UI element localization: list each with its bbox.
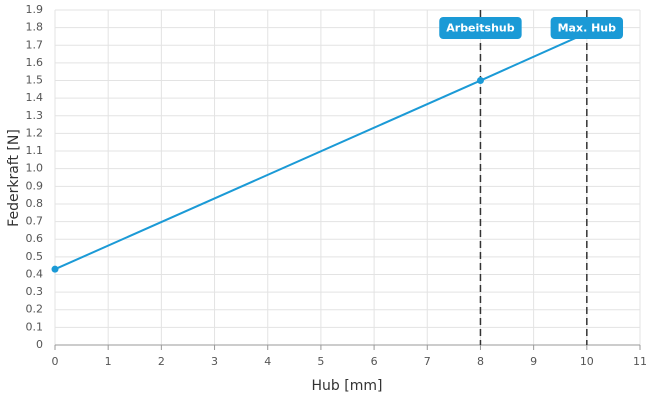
- y-tick-label: 1.5: [26, 74, 44, 87]
- y-tick-label: 0: [36, 338, 43, 351]
- x-axis-title: Hub [mm]: [312, 378, 383, 394]
- y-tick-label: 0.8: [26, 197, 44, 210]
- x-tick-label: 6: [371, 355, 378, 368]
- y-tick-label: 0.4: [26, 267, 44, 280]
- x-tick-label: 5: [317, 355, 324, 368]
- x-tick-label: 7: [424, 355, 431, 368]
- y-axis-title: Federkraft [N]: [6, 129, 22, 227]
- x-tick-label: 0: [52, 355, 59, 368]
- y-tick-label: 1.3: [26, 109, 44, 122]
- y-tick-label: 1.2: [26, 126, 44, 139]
- x-tick-label: 9: [530, 355, 537, 368]
- y-tick-label: 1.8: [26, 21, 44, 34]
- annotation: Max. Hub: [550, 17, 624, 39]
- y-tick-label: 1.0: [26, 162, 44, 175]
- y-tick-label: 1.7: [26, 38, 44, 51]
- x-tick-label: 8: [477, 355, 484, 368]
- x-tick-label: 10: [580, 355, 594, 368]
- x-tick-label: 11: [633, 355, 647, 368]
- annotation-box: [439, 17, 522, 39]
- y-tick-label: 1.9: [26, 3, 44, 16]
- annotation: Arbeitshub: [439, 17, 522, 39]
- annotation-box: [550, 17, 624, 39]
- y-tick-label: 0.3: [26, 285, 44, 298]
- y-tick-label: 1.1: [26, 144, 44, 157]
- x-tick-label: 2: [158, 355, 165, 368]
- y-tick-label: 0.9: [26, 179, 44, 192]
- data-point: [51, 265, 59, 273]
- x-tick-label: 4: [264, 355, 271, 368]
- y-tick-label: 1.4: [26, 91, 44, 104]
- annotation-label: Max. Hub: [558, 22, 617, 35]
- x-tick-label: 3: [211, 355, 218, 368]
- y-tick-label: 0.2: [26, 303, 44, 316]
- y-tick-label: 0.6: [26, 232, 44, 245]
- x-tick-label: 1: [105, 355, 112, 368]
- y-tick-label: 0.5: [26, 250, 44, 263]
- annotation-label: Arbeitshub: [446, 22, 515, 35]
- y-tick-label: 0.1: [26, 320, 44, 333]
- y-tick-label: 1.6: [26, 56, 44, 69]
- data-point: [476, 77, 484, 85]
- y-tick-label: 0.7: [26, 215, 44, 228]
